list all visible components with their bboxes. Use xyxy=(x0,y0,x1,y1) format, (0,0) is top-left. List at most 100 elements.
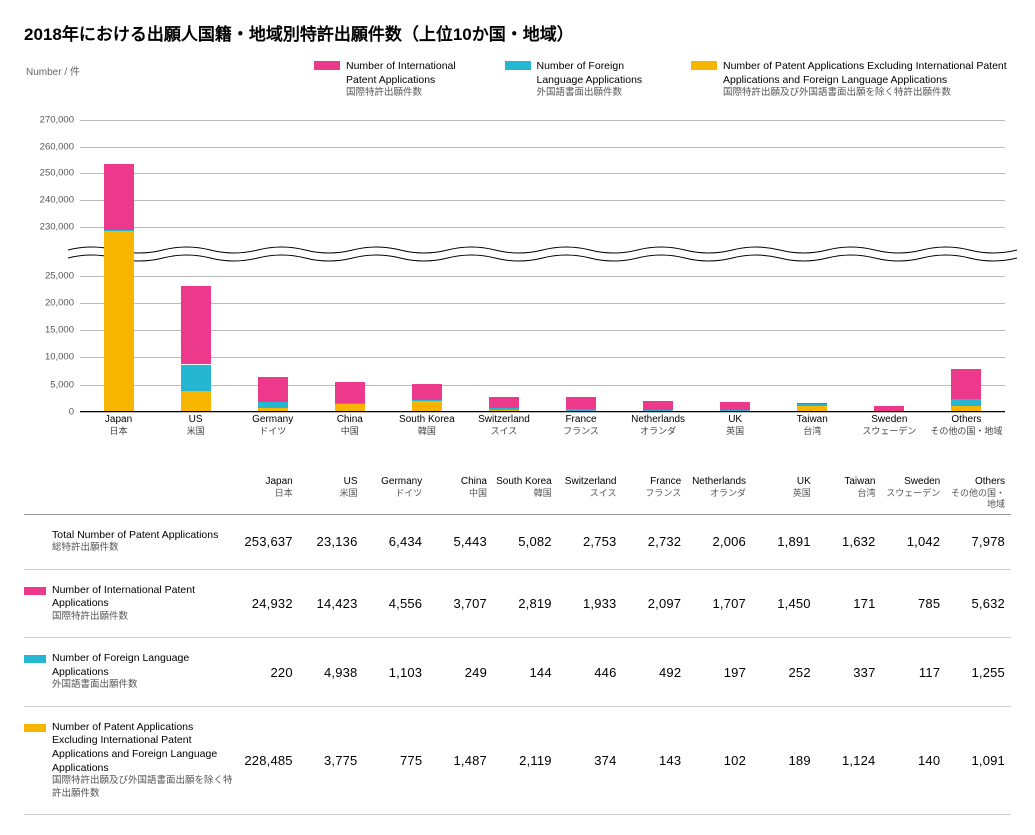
x-label: UK英国 xyxy=(697,414,774,440)
table-row: Number of International Patent Applicati… xyxy=(24,570,1011,639)
bar-segment-intl xyxy=(566,397,596,408)
table-cell: 189 xyxy=(752,753,817,768)
bar-segment-foreign xyxy=(412,400,442,401)
bar-segment-foreign xyxy=(951,399,981,406)
bar-segment-intl xyxy=(104,164,134,230)
x-labels: Japan日本US米国GermanyドイツChina中国South Korea韓… xyxy=(80,414,1005,440)
y-tick: 15,000 xyxy=(24,325,74,336)
table-cell: 140 xyxy=(882,753,947,768)
table-cell: 1,091 xyxy=(946,753,1011,768)
table-col-header: Germanyドイツ xyxy=(364,476,429,510)
bar-segment-intl xyxy=(489,397,519,408)
bar-slot xyxy=(311,120,388,412)
bar-slot xyxy=(234,120,311,412)
table-cell: 5,082 xyxy=(493,534,558,549)
data-table: Japan日本US米国GermanyドイツChina中国South Korea韓… xyxy=(24,476,1011,815)
table-cell: 2,119 xyxy=(493,753,558,768)
table-cell: 14,423 xyxy=(299,596,364,611)
table-cell: 4,938 xyxy=(299,665,364,680)
table-cell: 1,255 xyxy=(946,665,1011,680)
table-col-header: US米国 xyxy=(299,476,364,510)
y-tick: 230,000 xyxy=(24,221,74,232)
table-cell: 2,753 xyxy=(558,534,623,549)
table-cell: 1,124 xyxy=(817,753,882,768)
legend-swatch xyxy=(314,61,340,70)
x-label: Swedenスウェーデン xyxy=(851,414,928,440)
bar-segment-intl xyxy=(181,286,211,365)
table-cell: 1,103 xyxy=(364,665,429,680)
table-row: Number of Patent Applications Excluding … xyxy=(24,707,1011,815)
row-swatch xyxy=(24,724,46,732)
table-cell: 252 xyxy=(752,665,817,680)
table-col-header: Swedenスウェーデン xyxy=(882,476,947,510)
x-label: Othersその他の国・地域 xyxy=(928,414,1005,440)
table-cell: 785 xyxy=(882,596,947,611)
table-row: Number of Foreign Language Applications外… xyxy=(24,638,1011,707)
table-col-header: Netherlandsオランダ xyxy=(687,476,752,510)
bar-slot xyxy=(928,120,1005,412)
x-label: Germanyドイツ xyxy=(234,414,311,440)
y-tick: 25,000 xyxy=(24,270,74,281)
x-label: South Korea韓国 xyxy=(388,414,465,440)
bar-segment-intl xyxy=(643,401,673,410)
y-tick: 250,000 xyxy=(24,168,74,179)
bar-segment-intl xyxy=(797,403,827,404)
table-col-header: China中国 xyxy=(428,476,493,510)
chart-title: 2018年における出願人国籍・地域別特許出願件数（上位10か国・地域） xyxy=(24,20,1011,45)
table-cell: 337 xyxy=(817,665,882,680)
table-cell: 143 xyxy=(623,753,688,768)
table-cell: 2,732 xyxy=(623,534,688,549)
table-cell: 220 xyxy=(234,665,299,680)
table-col-header: Taiwan台湾 xyxy=(817,476,882,510)
bar-segment-intl xyxy=(951,369,981,400)
table-cell: 197 xyxy=(687,665,752,680)
x-label: US米国 xyxy=(157,414,234,440)
bar-slot xyxy=(542,120,619,412)
table-cell: 1,891 xyxy=(752,534,817,549)
bar-segment-intl xyxy=(874,406,904,410)
table-cell: 117 xyxy=(882,665,947,680)
table-col-header: UK英国 xyxy=(752,476,817,510)
row-swatch xyxy=(24,587,46,595)
plot: 230,000240,000250,000260,000270,000 05,0… xyxy=(80,120,1005,440)
bar-slot xyxy=(851,120,928,412)
bar-segment-foreign xyxy=(104,230,134,231)
y-tick: 5,000 xyxy=(24,379,74,390)
bar-segment-foreign xyxy=(335,403,365,404)
table-cell: 3,707 xyxy=(428,596,493,611)
bar-slot xyxy=(80,120,157,412)
table-cell: 171 xyxy=(817,596,882,611)
x-label: China中国 xyxy=(311,414,388,440)
table-cell: 3,775 xyxy=(299,753,364,768)
x-label: Netherlandsオランダ xyxy=(620,414,697,440)
y-tick: 260,000 xyxy=(24,141,74,152)
bar-segment-foreign xyxy=(489,408,519,410)
bar-segment-intl xyxy=(412,384,442,399)
table-cell: 7,978 xyxy=(946,534,1011,549)
row-label: Total Number of Patent Applications総特許出願… xyxy=(24,529,234,555)
x-label: Switzerlandスイス xyxy=(465,414,542,440)
table-header: Japan日本US米国GermanyドイツChina中国South Korea韓… xyxy=(24,476,1011,515)
bar-segment-foreign xyxy=(258,402,288,408)
bar-slot xyxy=(388,120,465,412)
table-cell: 4,556 xyxy=(364,596,429,611)
table-col-header: Japan日本 xyxy=(234,476,299,510)
table-cell: 2,819 xyxy=(493,596,558,611)
table-cell: 24,932 xyxy=(234,596,299,611)
bar-slot xyxy=(620,120,697,412)
table-cell: 492 xyxy=(623,665,688,680)
table-cell: 1,707 xyxy=(687,596,752,611)
bar-slot xyxy=(697,120,774,412)
bar-segment-intl xyxy=(720,402,750,410)
legend-swatch xyxy=(505,61,531,70)
table-col-header: South Korea韓国 xyxy=(493,476,558,510)
table-cell: 1,632 xyxy=(817,534,882,549)
legend-item: Number of Patent Applications Excluding … xyxy=(691,59,1011,100)
table-cell: 5,632 xyxy=(946,596,1011,611)
row-label: Number of Foreign Language Applications外… xyxy=(24,652,234,692)
table-cell: 775 xyxy=(364,753,429,768)
table-cell: 102 xyxy=(687,753,752,768)
table-cell: 1,933 xyxy=(558,596,623,611)
y-tick: 0 xyxy=(24,407,74,418)
bar-segment-foreign xyxy=(797,404,827,406)
